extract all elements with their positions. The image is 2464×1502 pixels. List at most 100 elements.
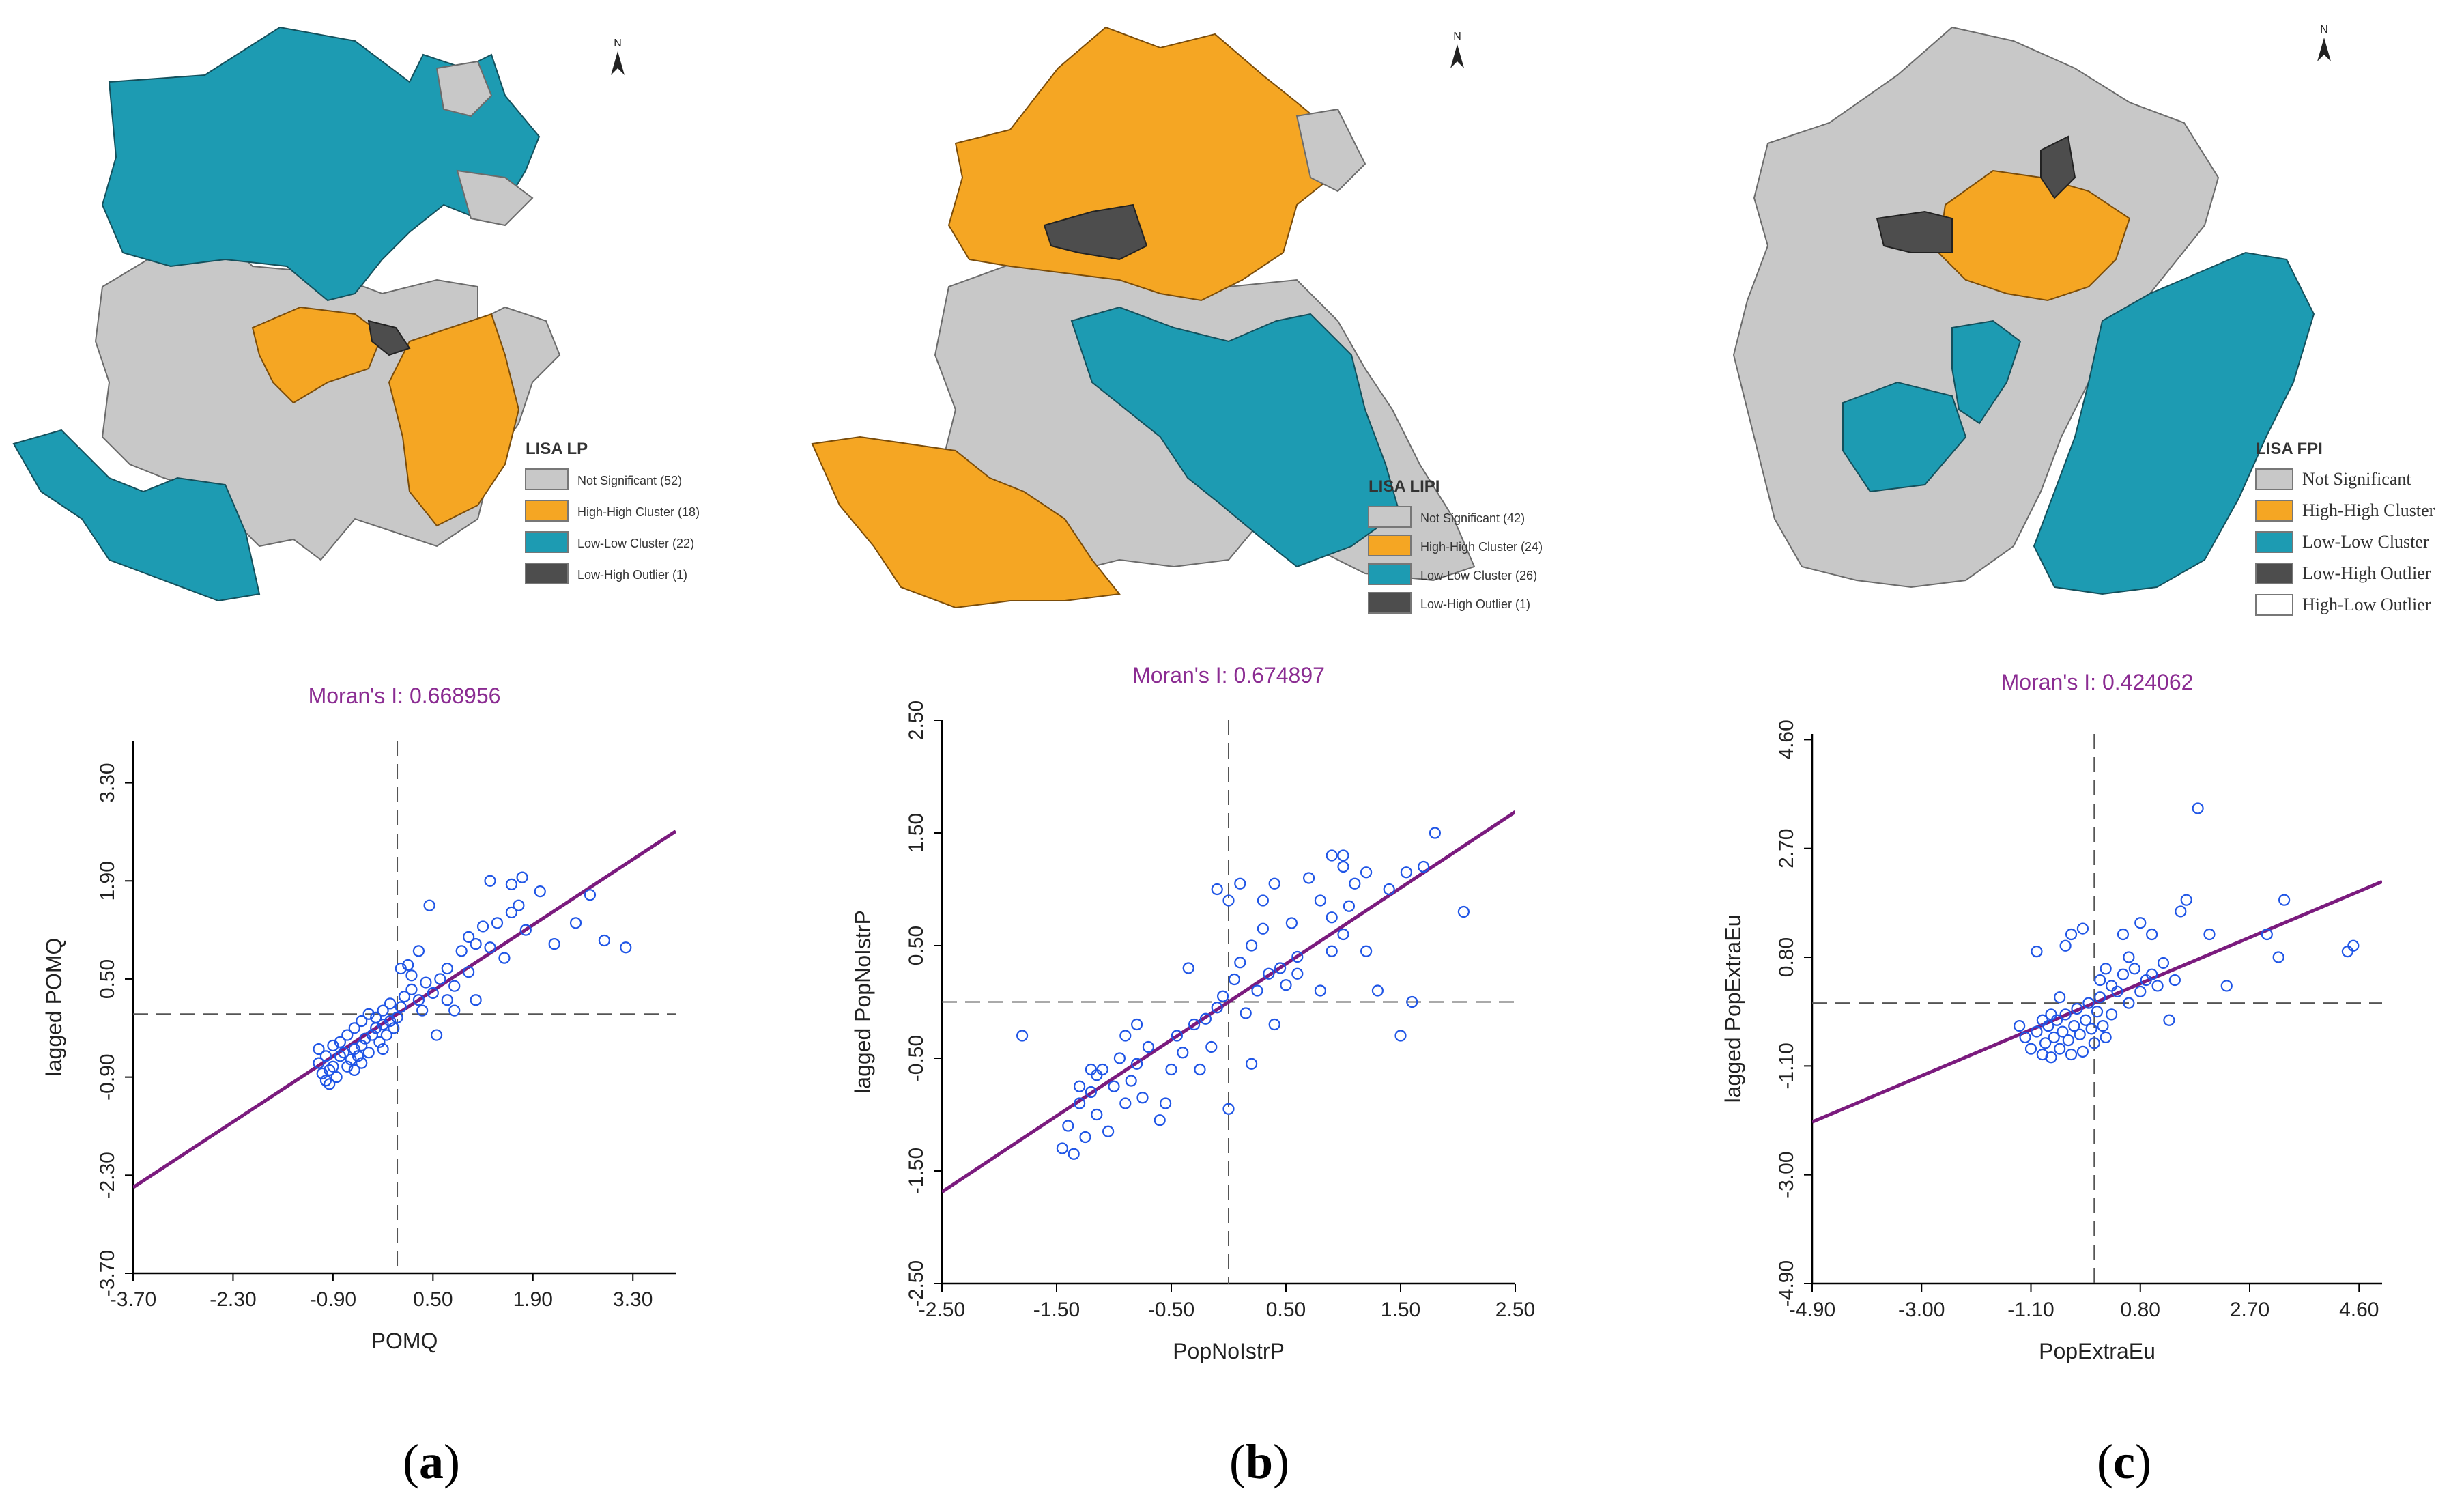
data-point [316, 1067, 328, 1080]
data-point [505, 906, 518, 919]
data-point [1314, 894, 1327, 907]
data-point [2157, 957, 2170, 969]
legend-swatch [2255, 468, 2293, 490]
x-tick-label: -3.70 [110, 1288, 156, 1311]
data-point [2065, 928, 2078, 941]
legend-swatch [525, 563, 569, 584]
data-point [1113, 1052, 1126, 1064]
x-tick-label: 1.50 [1381, 1299, 1420, 1321]
legend-label: Not Significant (52) [577, 474, 682, 487]
data-point [1326, 849, 1338, 862]
data-point [448, 1004, 461, 1017]
data-point [441, 962, 453, 975]
legend-label: Low-Low Cluster (26) [1420, 569, 1537, 582]
data-point [319, 1050, 332, 1062]
x-tick-label: 0.80 [2121, 1299, 2160, 1321]
data-point [484, 941, 496, 954]
data-point [1337, 928, 1349, 941]
data-point [352, 1050, 364, 1062]
data-point [434, 973, 446, 985]
data-point [1337, 860, 1349, 873]
legend-label: Low-High Outlier [2302, 563, 2431, 583]
x-tick-label: -0.50 [1148, 1299, 1194, 1321]
data-point [2341, 946, 2353, 958]
data-point [2163, 1014, 2175, 1026]
data-point [356, 1057, 368, 1069]
data-point [2146, 968, 2158, 980]
data-point [327, 1060, 339, 1073]
data-point [2091, 1006, 2104, 1018]
y-tick-label: 4.60 [1775, 720, 1798, 759]
data-point [1418, 860, 1430, 873]
data-point [2062, 1034, 2074, 1047]
data-point [1068, 1148, 1080, 1160]
x-tick-label: -3.00 [1898, 1299, 1945, 1321]
y-tick-label: -3.70 [96, 1250, 119, 1296]
data-point [584, 889, 597, 901]
data-point [2134, 917, 2147, 929]
data-point [313, 1043, 325, 1055]
y-tick-label: -2.50 [905, 1260, 928, 1307]
data-point [2071, 1002, 2083, 1015]
data-point [412, 945, 425, 957]
legend-swatch [525, 531, 569, 553]
data-point [2094, 991, 2106, 1004]
data-point [1343, 900, 1356, 912]
legend-label: Not Significant [2302, 469, 2411, 489]
map-region-low-low-southwest [12, 429, 261, 602]
legend-label: Low-Low Cluster (22) [577, 537, 694, 550]
data-point [1383, 883, 1395, 896]
data-point [384, 1015, 397, 1028]
legend-title: LISA FPI [2256, 440, 2323, 458]
x-axis-label: POMQ [371, 1329, 438, 1353]
lisa-map-lipi: N LISA LIPI Not Significant (42) High-High… [811, 26, 1543, 614]
data-point [519, 924, 532, 936]
data-point [1268, 877, 1280, 890]
data-point [1394, 1030, 1407, 1042]
data-point [441, 994, 453, 1006]
data-point [2151, 980, 2164, 992]
y-axis-label: lagged PopExtraEu [1721, 915, 1745, 1103]
data-point [330, 1071, 343, 1083]
moran-scatter-pomq: Moran's I: 0.668956 -3.70 -2.30 -0.90 0.50 1.… [42, 683, 676, 1353]
data-point [1171, 1030, 1184, 1042]
data-point [1136, 1092, 1149, 1104]
data-point [491, 917, 504, 929]
y-tick-label: 0.50 [96, 959, 119, 999]
data-point [2031, 1025, 2043, 1038]
data-point [1234, 877, 1246, 890]
data-point [2117, 928, 2130, 941]
north-arrow-icon: N [611, 38, 625, 75]
data-point [1119, 1030, 1132, 1042]
data-point [1291, 967, 1304, 980]
data-point [598, 934, 610, 947]
x-tick-label: -1.10 [2007, 1299, 2054, 1321]
y-tick-label: -0.50 [905, 1035, 928, 1081]
data-point [1285, 917, 1298, 929]
data-point [2082, 997, 2095, 1009]
data-point [448, 980, 461, 992]
data-point [2080, 1014, 2092, 1026]
data-point [2036, 1014, 2048, 1026]
map-region-low-low-east [2033, 251, 2315, 595]
data-point [1274, 962, 1287, 974]
data-point [1085, 1086, 1098, 1099]
map-region-low-high-outlier-a [1876, 210, 1953, 253]
data-point [348, 1043, 360, 1055]
map-region-low-low-west [1842, 381, 1967, 493]
legend-swatch [1368, 535, 1412, 556]
data-point [1400, 866, 1412, 879]
data-point [463, 966, 475, 978]
map-region-not-significant-e [456, 169, 534, 227]
map-region-high-high-southwest [811, 436, 1121, 609]
data-point [2175, 905, 2187, 918]
data-point [2123, 951, 2135, 963]
legend-title: LISA LIPI [1369, 477, 1439, 496]
data-point [1182, 962, 1194, 974]
data-point [1073, 1097, 1086, 1109]
legend-swatch [525, 500, 569, 522]
data-point [402, 959, 414, 972]
data-point [1337, 849, 1349, 862]
data-point [398, 991, 411, 1003]
x-tick-label: 0.50 [1266, 1299, 1306, 1321]
